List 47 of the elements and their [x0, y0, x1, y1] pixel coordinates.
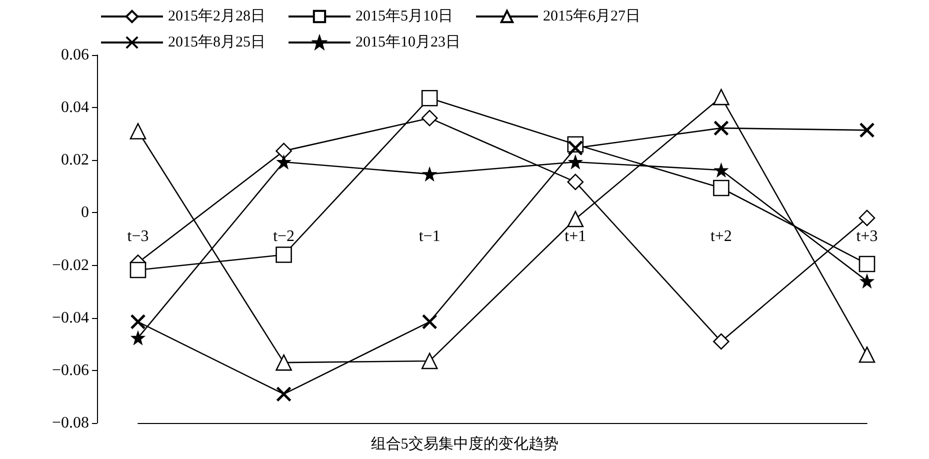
text: 组合5交易集中度的变化趋势	[370, 436, 558, 452]
legend-label: 2015年5月10日	[356, 8, 453, 24]
point	[713, 120, 729, 136]
y-tick-label: −0.04	[52, 309, 89, 326]
point	[276, 386, 292, 402]
x-tick-label: t+3	[856, 228, 878, 246]
point	[421, 110, 438, 126]
x-tick-label: t−3	[127, 228, 149, 246]
point	[567, 174, 584, 190]
point	[422, 314, 438, 330]
point	[714, 163, 728, 178]
point	[858, 256, 876, 272]
point	[421, 90, 438, 106]
point	[276, 246, 292, 263]
point	[130, 262, 146, 278]
y-tick-label: −0.02	[52, 256, 89, 274]
point	[130, 314, 146, 330]
x-tick-label: t+1	[564, 228, 586, 246]
legend-label: 2015年8月25日	[168, 34, 266, 50]
legend-label: 2015年10月23日	[356, 34, 460, 50]
y-tick-label: −0.08	[52, 414, 89, 432]
point	[276, 142, 292, 160]
point	[713, 333, 730, 350]
legend-label: 2015年2月28日	[168, 8, 266, 24]
point	[567, 210, 584, 228]
x-tick-label: t+2	[710, 228, 732, 246]
y-tick-label: −0.06	[52, 362, 89, 379]
point	[568, 155, 582, 169]
x-tick-label: t−2	[273, 228, 295, 246]
y-tick-label: 0.06	[61, 46, 89, 64]
legend-label: 2015年6月27日	[543, 8, 640, 24]
point	[713, 180, 730, 196]
point	[276, 155, 291, 169]
point	[130, 123, 146, 140]
point	[859, 122, 875, 138]
point	[858, 346, 876, 363]
point	[131, 330, 145, 345]
x-tick-label: t−1	[418, 228, 440, 246]
point	[860, 274, 874, 288]
point	[713, 88, 730, 106]
y-tick-label: 0.02	[61, 152, 89, 169]
y-tick-label: 0.04	[61, 99, 89, 116]
point	[276, 354, 292, 371]
y-tick-label: 0	[81, 204, 89, 222]
point	[421, 352, 438, 370]
point	[422, 167, 436, 181]
point	[568, 140, 584, 156]
